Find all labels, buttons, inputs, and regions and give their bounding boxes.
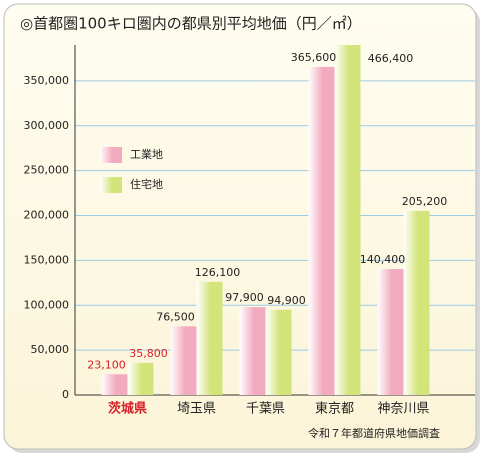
bar <box>239 307 266 395</box>
bar <box>403 210 430 395</box>
value-label: 35,800 <box>129 347 168 360</box>
bar <box>127 362 154 395</box>
x-tick-label: 埼玉県 <box>177 402 216 417</box>
bar <box>334 45 361 395</box>
y-tick-label: 100,000 <box>24 298 70 311</box>
value-label: 466,400 <box>368 52 414 65</box>
value-label: 76,500 <box>156 310 195 323</box>
y-tick-label: 200,000 <box>24 209 70 222</box>
value-label: 23,100 <box>87 358 126 371</box>
x-tick-label: 神奈川県 <box>377 402 429 417</box>
legend-swatch <box>100 147 122 163</box>
legend-swatch <box>100 177 122 193</box>
value-label: 365,600 <box>291 51 337 64</box>
source-note: 令和７年都道府県地価調査 <box>308 426 440 440</box>
value-label: 126,100 <box>195 266 241 279</box>
bar <box>308 66 335 396</box>
y-tick-label: 0 <box>62 388 69 401</box>
x-tick-label: 千葉県 <box>246 402 285 417</box>
y-tick-label: 350,000 <box>24 74 70 87</box>
bar <box>196 281 223 395</box>
bar <box>265 309 292 395</box>
y-tick-label: 300,000 <box>24 119 70 132</box>
plot-area <box>101 45 430 396</box>
chart-title: ◎首都圏100キロ圏内の都県別平均地価（円／㎡） <box>20 15 362 33</box>
value-label: 140,400 <box>360 253 406 266</box>
legend-label: 工業地 <box>130 148 163 161</box>
y-tick-label: 250,000 <box>24 164 70 177</box>
value-label: 94,900 <box>267 294 306 307</box>
x-tick-label: 茨城県 <box>108 401 147 417</box>
bar <box>101 374 128 395</box>
bar <box>377 269 404 395</box>
value-label: 97,900 <box>225 291 264 304</box>
y-tick-label: 150,000 <box>24 253 70 266</box>
bar <box>170 326 197 395</box>
legend-label: 住宅地 <box>130 177 163 191</box>
x-tick-label: 東京都 <box>315 401 354 417</box>
y-tick-label: 50,000 <box>31 343 70 356</box>
value-label: 205,200 <box>402 195 448 208</box>
